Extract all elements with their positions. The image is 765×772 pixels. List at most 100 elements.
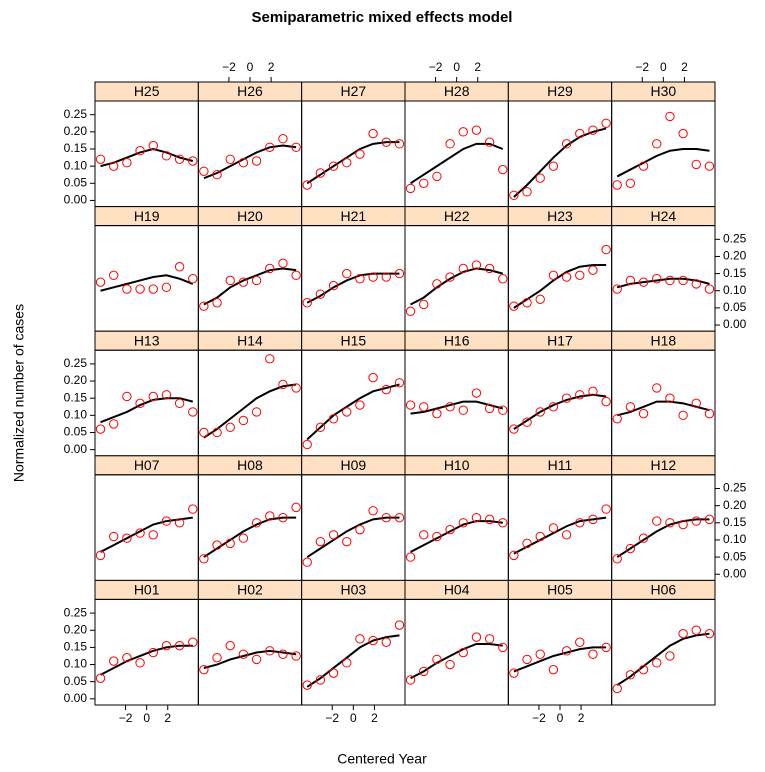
data-point	[328, 414, 339, 424]
data-point	[588, 125, 598, 135]
panel-title: H29	[547, 83, 573, 99]
x-tick-label: 0	[660, 60, 667, 74]
x-tick-label: 2	[371, 711, 378, 725]
data-point	[278, 649, 288, 659]
data-point	[342, 268, 352, 279]
data-point	[394, 268, 405, 279]
y-tick-label: 0.20	[64, 622, 88, 636]
data-point	[405, 306, 416, 317]
data-point	[355, 634, 365, 644]
data-point	[95, 424, 106, 434]
data-point	[368, 128, 378, 139]
data-point	[381, 272, 391, 282]
x-tick-label: 2	[268, 60, 275, 74]
data-point	[665, 518, 675, 528]
data-point	[509, 550, 519, 561]
data-point	[291, 651, 301, 661]
data-point	[548, 664, 559, 675]
y-tick-label: 0.25	[723, 231, 747, 245]
data-point	[548, 161, 559, 171]
y-tick-label: 0.20	[64, 373, 88, 387]
fit-line	[203, 649, 297, 669]
data-point	[238, 649, 249, 659]
data-point	[509, 190, 519, 200]
data-point	[432, 531, 442, 542]
panel-title: H12	[650, 457, 676, 473]
data-point	[652, 658, 662, 668]
data-point	[302, 439, 312, 450]
fit-line	[203, 144, 297, 180]
data-point	[601, 396, 611, 407]
data-point	[625, 670, 636, 680]
panel-frame	[507, 474, 613, 581]
data-point	[612, 284, 622, 294]
data-point	[458, 518, 468, 528]
data-point	[575, 518, 585, 528]
data-point	[535, 294, 545, 305]
data-point	[509, 424, 519, 434]
panel-title: H18	[650, 332, 676, 348]
x-tick-label: −2	[429, 60, 443, 74]
data-point	[265, 646, 275, 656]
data-point	[355, 149, 365, 159]
fit-line	[616, 400, 710, 417]
data-point	[704, 284, 715, 294]
data-point	[522, 538, 532, 549]
y-tick-label: 0.15	[64, 390, 88, 404]
data-point	[471, 125, 482, 135]
data-point	[704, 628, 715, 639]
data-point	[394, 512, 405, 523]
fit-line	[306, 516, 400, 558]
data-point	[445, 402, 455, 412]
data-point	[498, 518, 508, 528]
y-tick-label: 0.05	[723, 300, 747, 314]
fit-line	[410, 520, 503, 553]
data-point	[148, 284, 158, 294]
y-tick-label: 0.15	[723, 515, 747, 529]
fit-line	[100, 516, 193, 553]
panel-title: H20	[237, 208, 263, 224]
data-point	[704, 408, 715, 419]
data-point	[381, 512, 391, 523]
panel-title: H15	[340, 332, 366, 348]
data-point	[122, 533, 132, 543]
data-point	[381, 384, 391, 395]
data-point	[522, 417, 532, 427]
data-point	[561, 646, 572, 656]
data-point	[548, 523, 559, 533]
panel-frame	[507, 225, 613, 332]
data-point	[665, 651, 675, 661]
data-point	[484, 263, 495, 274]
panel-title: H21	[340, 208, 366, 224]
data-point	[302, 298, 312, 308]
data-point	[199, 166, 209, 176]
data-point	[612, 683, 622, 694]
data-point	[368, 635, 378, 646]
data-point	[484, 403, 495, 414]
data-point	[405, 552, 416, 562]
data-point	[484, 137, 495, 147]
panel-frame	[507, 100, 613, 208]
y-tick-label: 0.05	[64, 425, 88, 439]
data-point	[109, 531, 119, 542]
x-tick-label: 0	[247, 60, 254, 74]
data-point	[161, 151, 172, 161]
fit-line	[410, 642, 503, 680]
panel-title: H03	[340, 582, 366, 598]
data-point	[122, 284, 132, 294]
data-point	[471, 512, 482, 523]
data-point	[678, 519, 688, 530]
panel-title: H09	[340, 457, 366, 473]
data-point	[199, 301, 209, 311]
data-point	[148, 391, 158, 402]
x-tick-label: 0	[350, 711, 357, 725]
fit-line	[616, 518, 710, 558]
data-point	[405, 675, 416, 685]
data-point	[381, 637, 391, 647]
data-point	[161, 640, 172, 651]
data-point	[612, 180, 622, 190]
data-point	[652, 274, 662, 284]
data-point	[238, 533, 249, 543]
y-tick-label: 0.20	[723, 498, 747, 512]
x-tick-label: 2	[474, 60, 481, 74]
